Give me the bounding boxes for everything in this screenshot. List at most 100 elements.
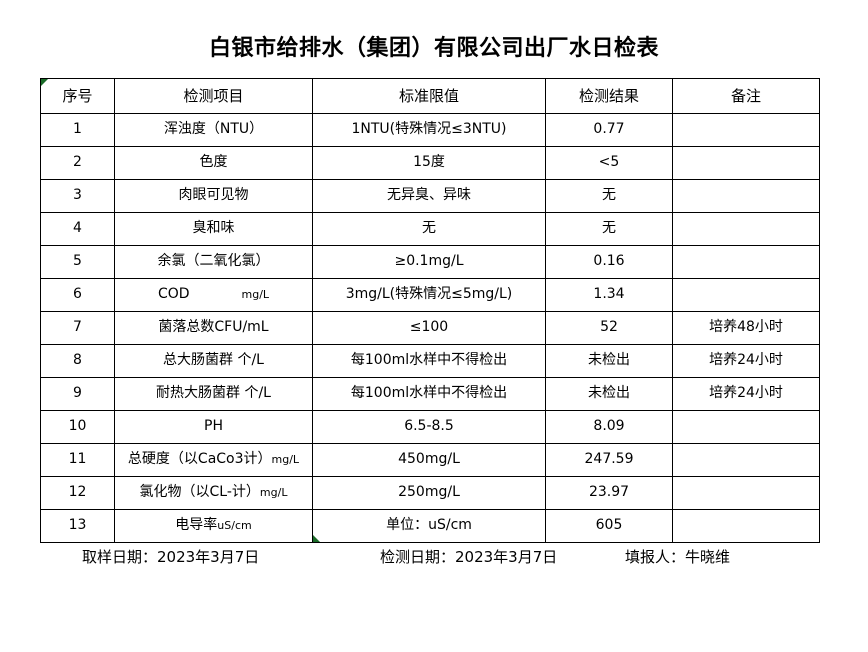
cell-remark [672,245,820,279]
table-row: 8 总大肠菌群 个/L 每100ml水样中不得检出 未检出 培养24小时 [40,344,820,378]
cell-index: 11 [40,443,115,477]
cell-item: 浑浊度（NTU） [114,113,313,147]
cell-index: 7 [40,311,115,345]
cell-remark [672,410,820,444]
cell-remark [672,476,820,510]
cell-item: 色度 [114,146,313,180]
table-row: 7 菌落总数CFU/mL ≤100 52 培养48小时 [40,311,820,345]
cell-text: 6.5-8.5 [404,418,454,435]
cell-text: 培养48小时 [709,319,783,336]
cell-result: 未检出 [545,377,673,411]
cell-text: 浑浊度（NTU） [163,121,264,138]
cell-text: 12 [68,484,87,501]
sampling-date-label: 取样日期：2023年3月7日 [82,548,260,566]
cell-text: 每100ml水样中不得检出 [350,385,508,402]
cell-text: 无 [422,220,436,237]
reporter-label: 填报人：牛晓维 [625,548,731,566]
cell-standard: 15度 [312,146,546,180]
header-label-standard: 标准限值 [398,86,459,105]
cell-text: ≤100 [409,319,449,336]
cell-text: 培养24小时 [709,352,783,369]
cell-index: 2 [40,146,115,180]
cell-text: 每100ml水样中不得检出 [350,352,508,369]
header-cell-result: 检测结果 [545,78,673,114]
table-row: 10 PH 6.5-8.5 8.09 [40,410,820,444]
cell-item: 氯化物（以CL-计）mg/L [114,476,313,510]
cell-result: <5 [545,146,673,180]
cell-result: 无 [545,212,673,246]
cell-remark: 培养24小时 [672,344,820,378]
cell-item: COD mg/L [114,278,313,312]
cell-text: 52 [600,319,618,336]
cell-text: 8 [73,352,82,369]
cell-text: 无 [602,187,616,204]
cell-text: 1NTU(特殊情况≤3NTU) [351,121,507,138]
cell-standard: 450mg/L [312,443,546,477]
cell-index: 9 [40,377,115,411]
cell-result: 0.77 [545,113,673,147]
cell-remark: 培养24小时 [672,377,820,411]
cell-text: 13 [68,517,87,534]
cell-text: 总硬度（以CaCo3计） [127,451,272,468]
table-row: 13 电导率uS/cm 单位：uS/cm 605 [40,509,820,543]
cell-result: 1.34 [545,278,673,312]
table-row: 9 耐热大肠菌群 个/L 每100ml水样中不得检出 未检出 培养24小时 [40,377,820,411]
comment-marker-icon [313,535,320,542]
cell-remark [672,146,820,180]
cell-text: ≥0.1mg/L [394,253,464,270]
cell-text: 15度 [413,154,445,171]
cell-text: 菌落总数CFU/mL [158,319,269,336]
cell-index: 5 [40,245,115,279]
table-row: 3 肉眼可见物 无异臭、异味 无 [40,179,820,213]
cell-result: 23.97 [545,476,673,510]
cell-text: 9 [73,385,82,402]
cell-text: 4 [73,220,82,237]
cell-remark [672,509,820,543]
cell-item: 总大肠菌群 个/L [114,344,313,378]
cell-text: 2 [73,154,82,171]
cell-text: COD [157,286,190,303]
cell-unit-text: mg/L [271,453,300,467]
cell-text: 耐热大肠菌群 个/L [156,385,271,402]
cell-standard: ≥0.1mg/L [312,245,546,279]
cell-text: 余氯（二氧化氯） [157,253,270,270]
water-quality-table: 序号 检测项目 标准限值 检测结果 备注 [40,78,820,543]
header-label-index: 序号 [62,86,93,105]
cell-standard: 单位：uS/cm [312,509,546,543]
cell-text: 氯化物（以CL-计） [139,484,260,501]
cell-text: 电导率 [175,517,218,534]
cell-index: 8 [40,344,115,378]
cell-standard: 每100ml水样中不得检出 [312,377,546,411]
table-row: 11 总硬度（以CaCo3计）mg/L 450mg/L 247.59 [40,443,820,477]
header-cell-index: 序号 [40,78,115,114]
comment-marker-icon [41,79,48,86]
cell-remark [672,113,820,147]
page-title: 白银市给排水（集团）有限公司出厂水日检表 [208,36,659,61]
cell-index: 6 [40,278,115,312]
table-row: 1 浑浊度（NTU） 1NTU(特殊情况≤3NTU) 0.77 [40,113,820,147]
cell-item: 臭和味 [114,212,313,246]
footer-info: 取样日期：2023年3月7日 检测日期：2023年3月7日 填报人：牛晓维 [40,546,830,572]
cell-text: PH [204,418,223,435]
cell-text: 6 [73,286,82,303]
cell-item: 菌落总数CFU/mL [114,311,313,345]
table-header-row: 序号 检测项目 标准限值 检测结果 备注 [40,78,820,114]
cell-text: 未检出 [588,385,630,402]
cell-standard: 1NTU(特殊情况≤3NTU) [312,113,546,147]
cell-standard: 250mg/L [312,476,546,510]
cell-text: 1 [73,121,82,138]
cell-text: 10 [68,418,87,435]
cell-item: PH [114,410,313,444]
table-row: 6 COD mg/L 3mg/L(特殊情况≤5mg/L) 1.34 [40,278,820,312]
cell-unit-text: uS/cm [217,519,252,533]
cell-remark [672,179,820,213]
cell-text: 605 [595,517,623,534]
cell-text: 247.59 [584,451,634,468]
cell-remark [672,443,820,477]
cell-standard: 每100ml水样中不得检出 [312,344,546,378]
cell-result: 52 [545,311,673,345]
header-label-result: 检测结果 [578,86,639,105]
table-row: 2 色度 15度 <5 [40,146,820,180]
header-label-remark: 备注 [730,86,761,105]
